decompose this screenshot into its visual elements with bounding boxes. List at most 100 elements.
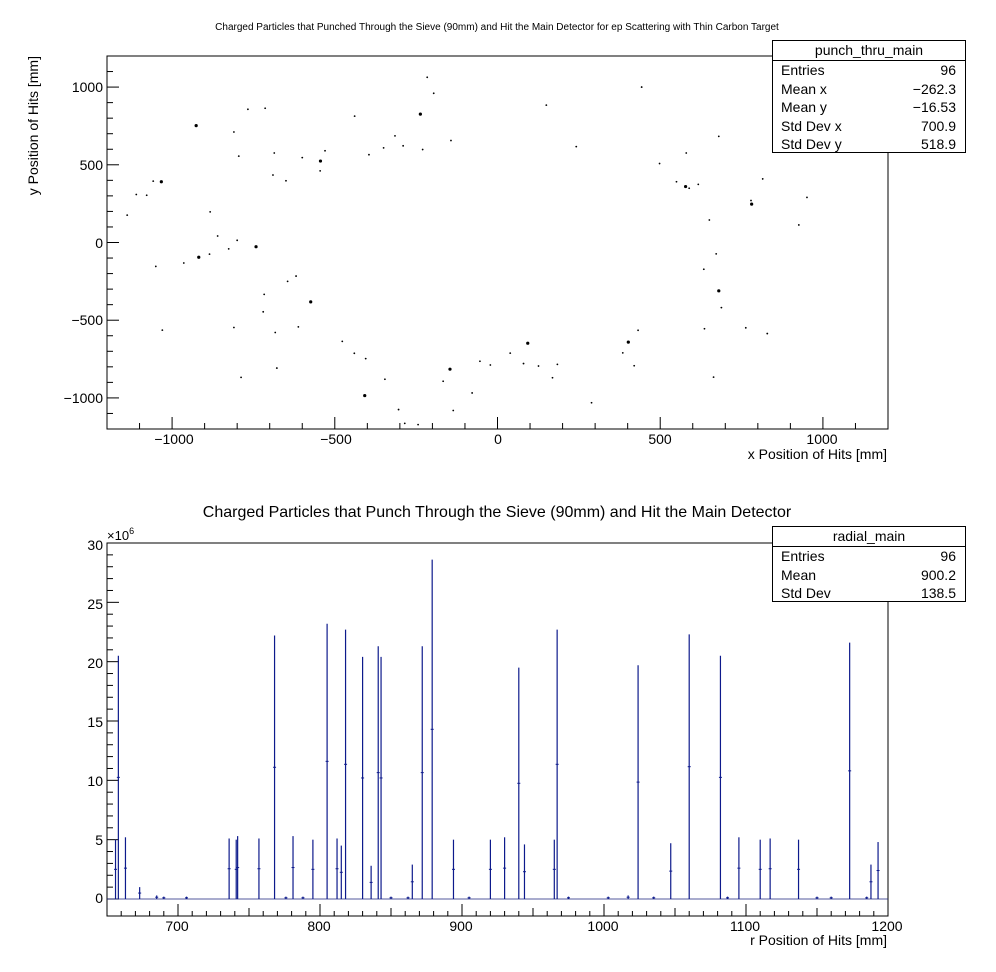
- stats-value: 138.5: [920, 585, 956, 601]
- histogram-title: Charged Particles that Punch Through the…: [203, 504, 792, 521]
- histogram-y-tick-label: 0: [95, 890, 103, 906]
- histogram-bars: [107, 559, 888, 900]
- scatter-point: [509, 352, 512, 355]
- scatter-point: [575, 145, 578, 148]
- scatter-point: [522, 362, 525, 365]
- scatter-point: [341, 340, 344, 343]
- scatter-point: [194, 124, 198, 128]
- scatter-point: [135, 193, 138, 196]
- histogram-y-tick-label: 25: [87, 596, 103, 612]
- scatter-point: [526, 341, 530, 345]
- scatter-point: [197, 255, 201, 259]
- scatter-point: [720, 306, 723, 309]
- scatter-point: [152, 180, 155, 183]
- scatter-y-tick-label: 500: [80, 157, 104, 173]
- scatter-point: [275, 367, 278, 369]
- stats-value: 96: [940, 62, 956, 78]
- scatter-point: [537, 365, 540, 367]
- scatter-point: [551, 376, 554, 379]
- stats-row: Mean 900.2: [773, 566, 965, 585]
- stats-label: Mean: [781, 566, 817, 583]
- scatter-plot: Charged Particles that Punched Through t…: [25, 22, 889, 462]
- scatter-point: [633, 364, 636, 367]
- scatter-points: [126, 76, 808, 426]
- scatter-x-tick-label: 1000: [806, 431, 837, 447]
- scatter-point: [353, 352, 356, 355]
- scatter-point: [159, 180, 163, 184]
- scatter-point: [227, 247, 230, 250]
- scatter-point: [402, 144, 405, 147]
- scatter-point: [264, 107, 267, 110]
- stats-value: −262.3: [912, 80, 956, 97]
- histogram-y-tick-label: 10: [87, 773, 103, 789]
- scatter-point: [621, 351, 624, 354]
- stats-row: Entries 96: [773, 61, 965, 80]
- stats-value: 96: [940, 548, 956, 564]
- scatter-x-tick-label: −1000: [154, 431, 194, 447]
- scatter-point: [442, 380, 445, 383]
- scatter-x-tick-label: −500: [320, 431, 352, 447]
- stats-box-title: punch_thru_main: [773, 41, 965, 61]
- scatter-point: [761, 178, 764, 180]
- scatter-point: [703, 327, 706, 330]
- scatter-point: [295, 275, 297, 277]
- scatter-point: [448, 367, 452, 371]
- scatter-point: [237, 155, 240, 157]
- scatter-y-tick-label: 0: [95, 235, 103, 251]
- scatter-point: [247, 108, 249, 111]
- scatter-point: [161, 329, 164, 332]
- scatter-point: [285, 179, 287, 182]
- scatter-point: [240, 376, 242, 379]
- scatter-point: [286, 280, 289, 283]
- scatter-point: [236, 239, 239, 242]
- radial-histogram: Charged Particles that Punch Through the…: [87, 504, 902, 948]
- stats-label: Std Dev y: [781, 136, 842, 152]
- scatter-point: [182, 262, 185, 264]
- scatter-point: [274, 331, 277, 334]
- stats-value: −16.53: [912, 99, 956, 115]
- histogram-x-tick-label: 1200: [871, 918, 902, 934]
- histogram-frame: [106, 542, 889, 917]
- scatter-point: [403, 422, 406, 425]
- scatter-title: Charged Particles that Punched Through t…: [215, 22, 779, 33]
- stats-row: Entries 96: [773, 547, 965, 566]
- scatter-point: [489, 364, 492, 366]
- scatter-point: [766, 332, 769, 335]
- scatter-point: [309, 300, 313, 304]
- scatter-point: [712, 376, 715, 378]
- scatter-y-tick-label: 1000: [72, 79, 103, 95]
- scatter-point: [368, 153, 370, 156]
- stats-box-radial: radial_main Entries 96 Mean 900.2 Std Dev 1…: [772, 526, 966, 602]
- histogram-x-tick-label: 1100: [730, 918, 760, 934]
- scatter-y-axis-label: y Position of Hits [mm]: [25, 56, 41, 195]
- scatter-point: [688, 187, 691, 190]
- scatter-point: [658, 162, 661, 165]
- scatter-point: [216, 235, 219, 237]
- scatter-point: [708, 219, 711, 221]
- histogram-y-multiplier: ×106: [107, 526, 134, 543]
- stats-value: 900.2: [920, 566, 956, 583]
- histogram-y-tick-label: 20: [87, 655, 103, 671]
- scatter-point: [702, 268, 705, 271]
- scatter-point: [590, 401, 593, 404]
- scatter-point: [697, 183, 700, 186]
- scatter-point: [750, 202, 754, 206]
- scatter-point: [301, 156, 304, 159]
- scatter-point: [471, 392, 474, 394]
- histogram-y-tick-label: 15: [87, 714, 103, 730]
- stats-row: Std Dev 138.5: [773, 584, 965, 603]
- histogram-y-tick-label: 5: [95, 832, 103, 848]
- scatter-point: [154, 265, 157, 268]
- scatter-point: [750, 199, 752, 202]
- stats-row: Mean x −262.3: [773, 80, 965, 99]
- histogram-x-tick-label: 900: [449, 918, 473, 934]
- scatter-point: [254, 245, 258, 249]
- scatter-point: [397, 408, 400, 411]
- histogram-x-tick-label: 1000: [587, 918, 618, 934]
- scatter-point: [421, 148, 424, 151]
- scatter-point: [384, 378, 386, 381]
- stats-label: Mean x: [781, 80, 827, 97]
- histogram-x-axis-label: r Position of Hits [mm]: [750, 932, 887, 948]
- stats-box-title: radial_main: [773, 527, 965, 547]
